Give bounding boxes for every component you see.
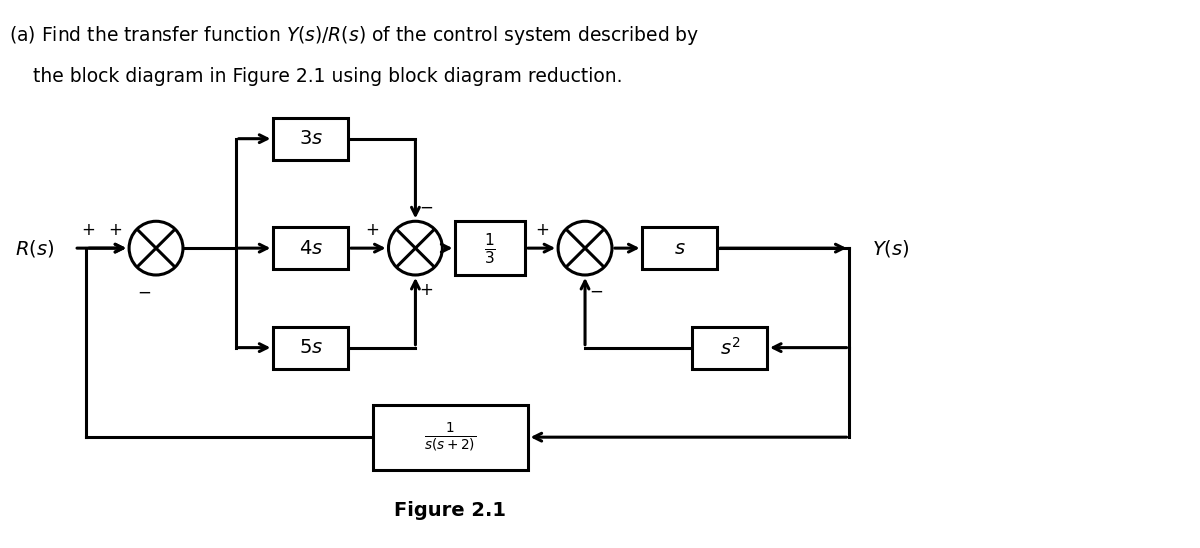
Text: $5s$: $5s$ [299, 338, 323, 357]
Circle shape [130, 221, 182, 275]
Text: +: + [82, 221, 95, 239]
Text: the block diagram in Figure 2.1 using block diagram reduction.: the block diagram in Figure 2.1 using bl… [10, 67, 623, 86]
Text: $Y(s)$: $Y(s)$ [872, 238, 910, 259]
Bar [373, 405, 528, 470]
Text: $-$: $-$ [137, 283, 151, 301]
Text: $4s$: $4s$ [299, 238, 323, 258]
Text: $s$: $s$ [674, 238, 685, 258]
Text: +: + [108, 221, 122, 239]
Bar [274, 327, 348, 368]
Bar [274, 118, 348, 159]
Circle shape [558, 221, 612, 275]
Text: $\frac{1}{3}$: $\frac{1}{3}$ [485, 231, 497, 266]
Text: $3s$: $3s$ [299, 129, 323, 148]
Text: $s^2$: $s^2$ [720, 336, 740, 358]
Text: Figure 2.1: Figure 2.1 [395, 501, 506, 521]
Bar [642, 227, 718, 269]
Text: (a) Find the transfer function $Y(s)/R(s)$ of the control system described by: (a) Find the transfer function $Y(s)/R(s… [10, 24, 700, 47]
Text: $-$: $-$ [420, 197, 433, 215]
Bar [274, 227, 348, 269]
Text: +: + [366, 221, 379, 239]
Bar [692, 327, 767, 368]
Text: +: + [535, 221, 550, 239]
Bar [455, 221, 526, 276]
Text: +: + [420, 281, 433, 299]
Circle shape [389, 221, 443, 275]
Text: $\frac{1}{s(s+2)}$: $\frac{1}{s(s+2)}$ [424, 421, 476, 453]
Text: $R(s)$: $R(s)$ [14, 238, 54, 259]
Text: $-$: $-$ [589, 282, 604, 300]
